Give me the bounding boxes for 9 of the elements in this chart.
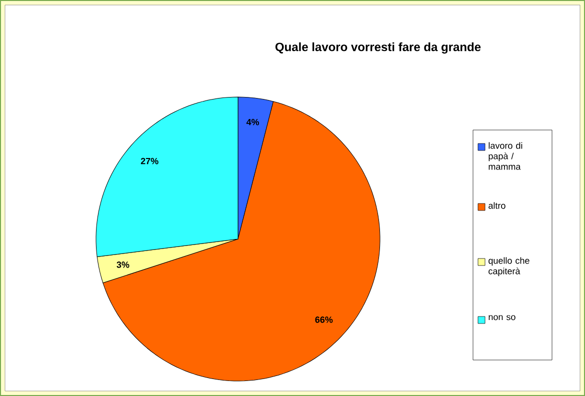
legend-label: quello che capiterà: [488, 257, 530, 276]
legend-label: lavoro di papà / mamma: [488, 142, 522, 170]
chart-title: Quale lavoro vorresti fare da grande: [275, 42, 481, 54]
legend-label: altro: [488, 202, 506, 209]
data-label: 3%: [116, 262, 130, 268]
data-label: 66%: [315, 316, 333, 323]
data-label: 27%: [140, 158, 158, 164]
data-label: 4%: [246, 118, 260, 126]
legend-label: non so: [488, 315, 516, 320]
